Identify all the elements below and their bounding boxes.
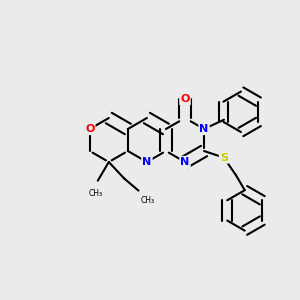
Text: O: O xyxy=(85,124,94,134)
Text: O: O xyxy=(180,94,190,104)
Text: S: S xyxy=(220,153,228,163)
Text: CH₃: CH₃ xyxy=(89,189,103,198)
Text: N: N xyxy=(200,124,209,134)
Text: CH₃: CH₃ xyxy=(140,196,154,205)
Text: N: N xyxy=(142,157,152,167)
Text: N: N xyxy=(180,157,190,167)
